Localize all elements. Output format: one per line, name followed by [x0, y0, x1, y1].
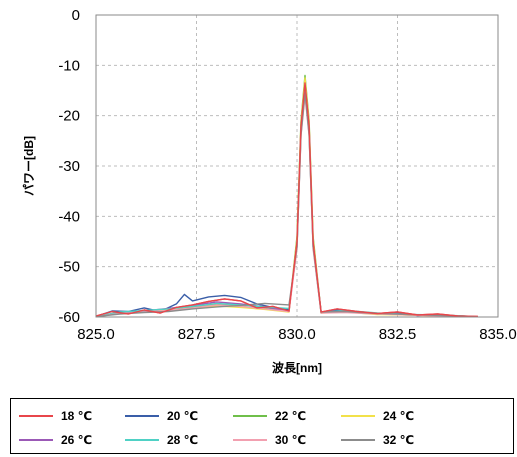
legend-label: 22 ℃ [275, 409, 307, 423]
legend-item: 28 ℃ [125, 431, 198, 449]
legend-label: 30 ℃ [275, 433, 307, 447]
legend-label: 24 ℃ [383, 409, 415, 423]
legend-swatch [233, 439, 267, 441]
legend-swatch [233, 415, 267, 417]
series-line-1 [95, 82, 478, 318]
legend: 18 ℃ 20 ℃ 22 ℃ 24 ℃ 26 ℃ 28 ℃ 30 ℃ 32 ℃ [10, 398, 514, 454]
grid-lines [96, 15, 498, 317]
legend-swatch [125, 439, 159, 441]
tick-labels: 825.0 827.5 830.0 832.5 835.0 0 -10 -20 -30 -40 -5… [58, 7, 516, 343]
legend-label: 18 ℃ [61, 409, 93, 423]
legend-item: 24 ℃ [341, 407, 414, 425]
legend-label: 26 ℃ [61, 433, 93, 447]
legend-item: 30 ℃ [233, 431, 306, 449]
legend-swatch [19, 439, 53, 441]
plot-frame [95, 14, 499, 318]
spectrum-chart: 825.0 827.5 830.0 832.5 835.0 0 -10 -20 -30 -40 -5… [22, 7, 517, 375]
y-tick-label: 0 [72, 7, 80, 24]
y-tick-label: -50 [58, 259, 80, 276]
y-tick-label: -40 [58, 208, 80, 225]
legend-label: 32 ℃ [383, 433, 415, 447]
series-line-6 [95, 89, 474, 318]
legend-swatch [341, 415, 375, 417]
legend-item: 26 ℃ [19, 431, 92, 449]
series-line-2 [95, 87, 458, 318]
legend-swatch [19, 415, 53, 417]
legend-item: 20 ℃ [125, 407, 198, 425]
x-tick-label: 827.5 [178, 326, 216, 343]
x-tick-label: 835.0 [479, 326, 517, 343]
x-tick-label: 830.0 [278, 326, 316, 343]
legend-item: 32 ℃ [341, 431, 414, 449]
series-line-4 [95, 77, 474, 318]
x-tick-label: 832.5 [379, 326, 417, 343]
legend-item: 18 ℃ [19, 407, 92, 425]
legend-item: 22 ℃ [233, 407, 306, 425]
y-axis-title: パワー[dB] [22, 136, 36, 196]
x-axis-title: 波長[nm] [272, 360, 322, 375]
y-tick-label: -30 [58, 158, 80, 175]
series-line-8 [95, 92, 474, 318]
series-line-3 [95, 74, 474, 318]
y-tick-label: -10 [58, 57, 80, 74]
legend-swatch [341, 439, 375, 441]
series-line-7 [95, 94, 474, 318]
series-layer [95, 74, 478, 318]
y-tick-label: -20 [58, 108, 80, 125]
series-line-5 [95, 84, 474, 318]
y-tick-label: -60 [58, 309, 80, 326]
legend-label: 28 ℃ [167, 433, 199, 447]
series-line-1-top [95, 82, 478, 318]
legend-label: 20 ℃ [167, 409, 199, 423]
legend-swatch [125, 415, 159, 417]
x-tick-label: 825.0 [77, 326, 115, 343]
